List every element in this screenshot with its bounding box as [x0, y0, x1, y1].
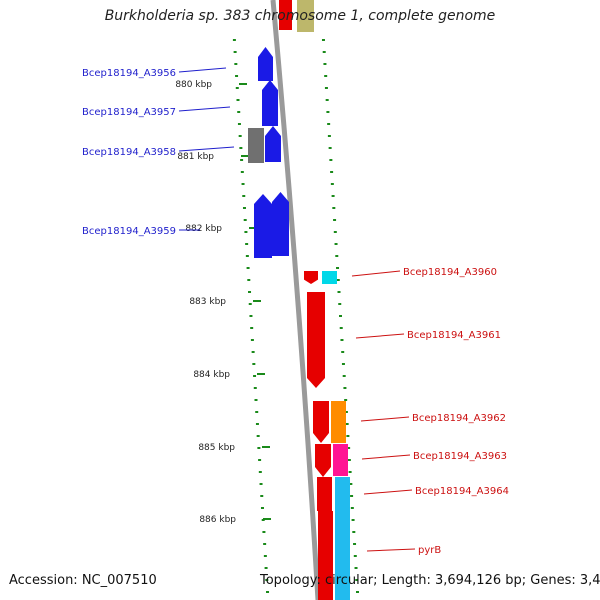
gene-label-leader	[178, 146, 235, 152]
gene-feature[interactable]	[297, 0, 314, 32]
gene-feature[interactable]	[272, 192, 289, 256]
gene-label-bcep18194-a3957[interactable]: Bcep18194_A3957	[82, 107, 176, 118]
gene-label-leader	[355, 333, 405, 339]
gene-label-leader	[178, 67, 227, 73]
gene-feature[interactable]	[307, 292, 325, 388]
gene-feature[interactable]	[262, 80, 278, 126]
genome-summary-text: Topology: circular; Length: 3,694,126 bp…	[260, 573, 600, 588]
gene-feature[interactable]	[304, 271, 318, 284]
scale-label: 886 kbp	[199, 515, 236, 525]
gene-feature[interactable]	[313, 401, 329, 443]
gene-feature[interactable]	[265, 126, 281, 162]
gene-label-bcep18194-a3956[interactable]: Bcep18194_A3956	[82, 68, 176, 79]
gene-feature[interactable]	[333, 444, 348, 476]
gene-label-leader	[366, 548, 416, 552]
gene-feature[interactable]	[258, 47, 273, 81]
gene-feature[interactable]	[279, 0, 292, 30]
gene-label-bcep18194-a3963[interactable]: Bcep18194_A3963	[413, 451, 507, 462]
map-title: Burkholderia sp. 383 chromosome 1, compl…	[104, 8, 496, 24]
accession-text: Accession: NC_007510	[9, 573, 157, 588]
gene-feature[interactable]	[335, 477, 350, 600]
scale-label: 885 kbp	[198, 443, 235, 453]
gene-label-pyrb[interactable]: pyrB	[418, 545, 441, 556]
scale-label: 884 kbp	[193, 370, 230, 380]
gene-label-leader	[360, 416, 410, 422]
gene-feature[interactable]	[254, 194, 272, 258]
scale-label: 881 kbp	[177, 152, 214, 162]
gene-feature[interactable]	[315, 444, 331, 477]
gene-label-bcep18194-a3958[interactable]: Bcep18194_A3958	[82, 147, 176, 158]
gene-label-leader	[351, 270, 401, 277]
scale-label: 880 kbp	[175, 80, 212, 90]
gene-label-bcep18194-a3961[interactable]: Bcep18194_A3961	[407, 330, 501, 341]
scale-label: 883 kbp	[189, 297, 226, 307]
gene-label-bcep18194-a3960[interactable]: Bcep18194_A3960	[403, 267, 497, 278]
gene-label-leader	[178, 106, 231, 112]
gene-label-leader	[363, 489, 413, 495]
gene-label-bcep18194-a3959[interactable]: Bcep18194_A3959	[82, 226, 176, 237]
chromosome-backbone	[270, 0, 321, 600]
scale-label: 882 kbp	[185, 224, 222, 234]
gene-label-bcep18194-a3964[interactable]: Bcep18194_A3964	[415, 486, 509, 497]
gene-feature[interactable]	[318, 511, 333, 600]
gene-feature[interactable]	[322, 271, 337, 284]
gene-feature[interactable]	[331, 401, 346, 443]
gene-label-leader	[361, 454, 411, 460]
gene-feature[interactable]	[248, 128, 264, 163]
gene-feature[interactable]	[317, 477, 332, 511]
gene-label-bcep18194-a3962[interactable]: Bcep18194_A3962	[412, 413, 506, 424]
